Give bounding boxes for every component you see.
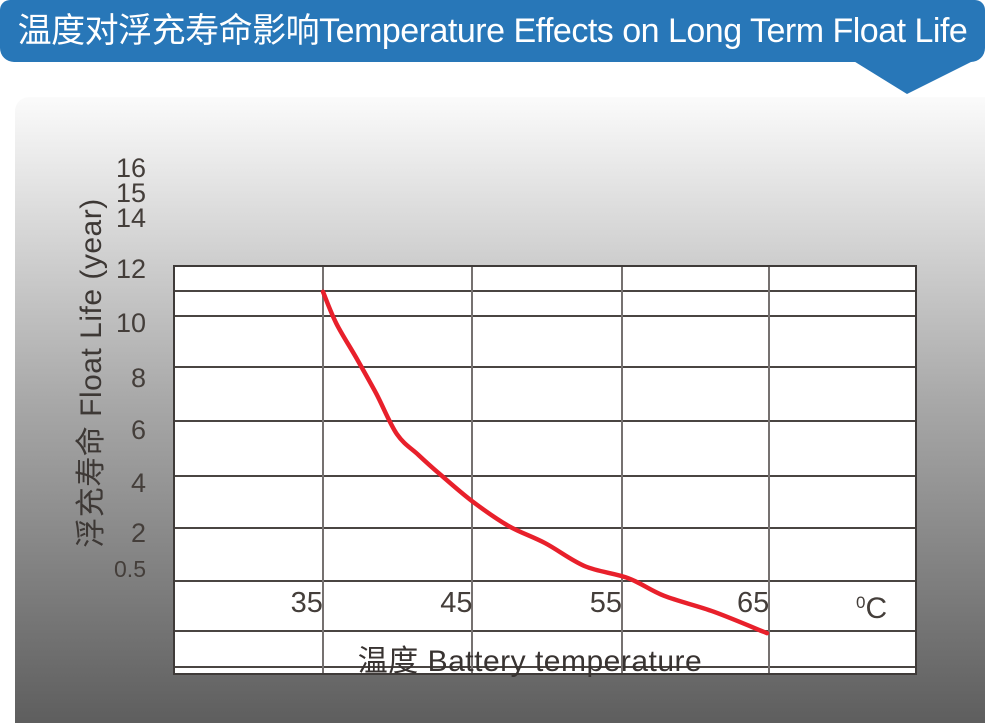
x-tick-45: 45 <box>440 587 473 619</box>
title-banner: 温度对浮充寿命影响Temperature Effects on Long Ter… <box>0 0 985 62</box>
chart-title: 温度对浮充寿命影响Temperature Effects on Long Ter… <box>17 12 968 50</box>
degree-sup: 0 <box>856 593 866 612</box>
y-tick-14: 14 <box>115 203 146 234</box>
y-tick-0.5: 0.5 <box>114 555 146 582</box>
celsius-letter: C <box>865 592 888 625</box>
horizontal-gridline-10 <box>175 419 915 422</box>
vertical-gridline-35 <box>321 267 324 673</box>
y-tick-8: 8 <box>130 362 146 393</box>
vertical-gridline-45 <box>471 267 474 673</box>
y-tick-4: 4 <box>130 467 146 498</box>
y-tick-12: 12 <box>115 253 146 284</box>
y-tick-10: 10 <box>115 307 146 338</box>
x-tick-35: 35 <box>290 587 323 619</box>
horizontal-gridline-15 <box>175 290 915 292</box>
horizontal-gridline-14 <box>175 315 915 318</box>
y-tick-16: 16 <box>115 153 146 183</box>
float-life-curve <box>320 289 770 636</box>
y-tick-6: 6 <box>130 414 146 445</box>
x-tick-55: 55 <box>589 587 622 619</box>
plot-area <box>173 265 917 675</box>
horizontal-gridline-2 <box>175 629 915 632</box>
chart-panel <box>15 97 985 723</box>
vertical-gridline-65 <box>768 267 771 673</box>
x-axis-title: 温度 Battery temperature <box>357 645 703 678</box>
horizontal-gridline-8 <box>175 474 915 477</box>
y-tick-2: 2 <box>130 517 146 548</box>
horizontal-gridline-0.5 <box>175 665 915 668</box>
horizontal-gridline-4 <box>175 579 915 582</box>
vertical-gridline-55 <box>620 267 623 673</box>
banner-tail-pointer <box>852 60 975 94</box>
x-tick-65: 65 <box>737 587 770 619</box>
horizontal-gridline-6 <box>175 526 915 529</box>
horizontal-gridline-12 <box>175 365 915 368</box>
x-axis-unit-celsius: 0C <box>856 585 926 625</box>
y-axis-title: 浮充寿命 Float Life (year) <box>75 198 108 548</box>
y-tick-15: 15 <box>115 178 146 208</box>
